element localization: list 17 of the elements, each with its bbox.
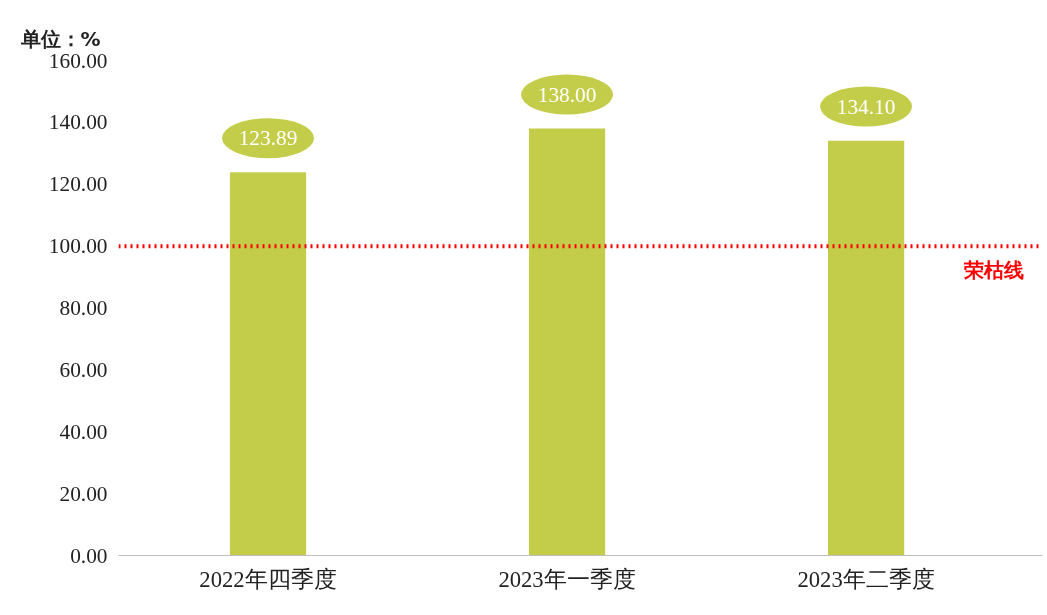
data-label: 138.00 (537, 82, 597, 107)
y-tick-label: 20.00 (59, 481, 108, 506)
y-axis-title: 单位：% (19, 26, 101, 51)
y-tick-label: 140.00 (48, 110, 108, 135)
y-tick-label: 100.00 (48, 234, 108, 259)
y-tick-label: 0.00 (70, 543, 108, 568)
ref-line-label: 荣枯线 (962, 258, 1024, 283)
y-tick-label: 40.00 (59, 419, 108, 444)
x-tick-label: 2023年二季度 (797, 566, 935, 592)
y-tick-label: 120.00 (48, 172, 108, 197)
y-tick-label: 160.00 (48, 48, 108, 73)
x-tick-label: 2022年四季度 (199, 566, 337, 592)
y-tick-label: 60.00 (59, 357, 108, 382)
data-label: 134.10 (836, 94, 896, 119)
data-label: 123.89 (238, 126, 298, 151)
y-tick-label: 80.00 (59, 296, 108, 320)
x-tick-label: 2023年一季度 (498, 566, 636, 592)
